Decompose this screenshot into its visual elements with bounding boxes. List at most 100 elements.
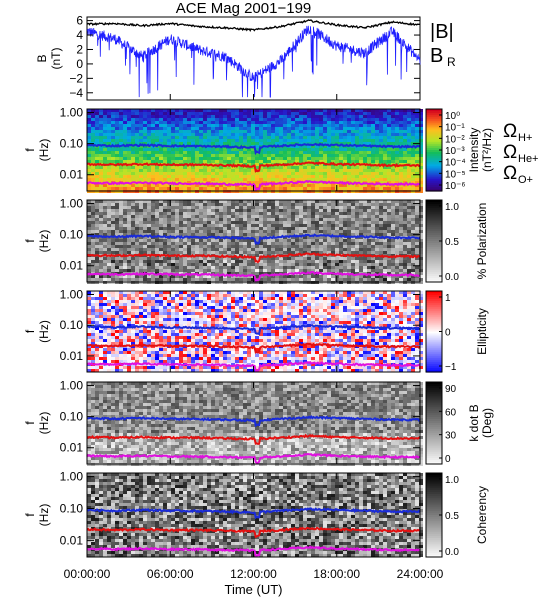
spec-cell (323, 257, 327, 260)
spec-cell (303, 151, 307, 154)
colorbar-cell (426, 208, 442, 211)
spec-cell (219, 187, 223, 190)
spec-cell (339, 172, 343, 175)
spec-cell (351, 130, 355, 133)
spec-cell (159, 187, 163, 190)
spec-cell (167, 154, 171, 157)
spec-cell (395, 263, 399, 266)
spec-cell (131, 263, 135, 266)
spec-cell (211, 230, 215, 233)
spec-cell (339, 112, 343, 115)
spec-cell (319, 136, 323, 139)
spec-cell (219, 184, 223, 187)
spec-cell (215, 142, 219, 145)
spec-cell (299, 200, 303, 203)
spec-cell (123, 239, 127, 242)
spec-cell (255, 248, 259, 251)
spec-cell (119, 109, 123, 112)
spec-cell (395, 154, 399, 157)
spec-cell (231, 206, 235, 209)
spec-cell (91, 260, 95, 263)
spec-cell (163, 139, 167, 142)
spec-cell (235, 209, 239, 212)
spec-cell (247, 263, 251, 266)
spec-cell (199, 233, 203, 236)
spec-cell (411, 230, 415, 233)
spec-cell (183, 212, 187, 215)
spec-cell (359, 118, 363, 121)
spec-cell (243, 139, 247, 142)
spec-cell (411, 251, 415, 254)
spec-cell (323, 184, 327, 187)
spec-cell (387, 181, 391, 184)
spec-cell (399, 151, 403, 154)
spec-cell (395, 239, 399, 242)
spec-cell (283, 275, 287, 278)
spec-cell (315, 121, 319, 124)
spec-cell (223, 248, 227, 251)
spec-cell (231, 272, 235, 275)
spec-cell (127, 263, 131, 266)
spec-cell (267, 169, 271, 172)
spec-cell (415, 251, 419, 254)
spec-cell (259, 239, 263, 242)
spec-cell (415, 139, 419, 142)
spec-cell (359, 184, 363, 187)
spec-cell (155, 121, 159, 124)
spec-cell (223, 187, 227, 190)
spec-cell (315, 130, 319, 133)
spec-cell (387, 257, 391, 260)
spec-cell (159, 221, 163, 224)
spec-cell (147, 130, 151, 133)
spec-cell (367, 245, 371, 248)
spec-cell (395, 206, 399, 209)
spec-cell (327, 266, 331, 269)
spec-cell (315, 260, 319, 263)
spec-cell (175, 260, 179, 263)
spec-cell (103, 266, 107, 269)
spec-cell (207, 112, 211, 115)
spec-cell (87, 118, 91, 121)
spec-cell (379, 212, 383, 215)
spec-cell (147, 136, 151, 139)
spec-cell (115, 215, 119, 218)
spec-cell (231, 130, 235, 133)
spec-cell (243, 248, 247, 251)
spec-cell (339, 263, 343, 266)
spec-cell (251, 154, 255, 157)
spec-cell (143, 257, 147, 260)
spec-cell (267, 172, 271, 175)
spec-cell (367, 109, 371, 112)
spec-cell (207, 212, 211, 215)
spec-cell (307, 206, 311, 209)
spec-cell (227, 127, 231, 130)
spec-cell (195, 124, 199, 127)
spec-cell (351, 278, 355, 281)
spec-cell (131, 112, 135, 115)
spec-cell (203, 221, 207, 224)
spec-cell (375, 239, 379, 242)
spec-cell (315, 245, 319, 248)
spec-cell (267, 175, 271, 178)
spec-cell (347, 112, 351, 115)
spec-cell (387, 233, 391, 236)
spec-cell (191, 139, 195, 142)
spec-cell (271, 133, 275, 136)
spec-cell (359, 215, 363, 218)
spec-cell (243, 130, 247, 133)
spec-cell (135, 187, 139, 190)
spec-cell (263, 166, 267, 169)
spec-cell (275, 139, 279, 142)
spec-cell (291, 133, 295, 136)
spec-cell (139, 236, 143, 239)
spec-cell (327, 218, 331, 221)
spec-cell (271, 248, 275, 251)
spec-cell (235, 242, 239, 245)
spec-cell (259, 230, 263, 233)
spec-cell (111, 224, 115, 227)
spec-cell (243, 212, 247, 215)
spec-cell (307, 269, 311, 272)
spec-cell (87, 245, 91, 248)
spec-cell (283, 245, 287, 248)
spec-cell (155, 257, 159, 260)
